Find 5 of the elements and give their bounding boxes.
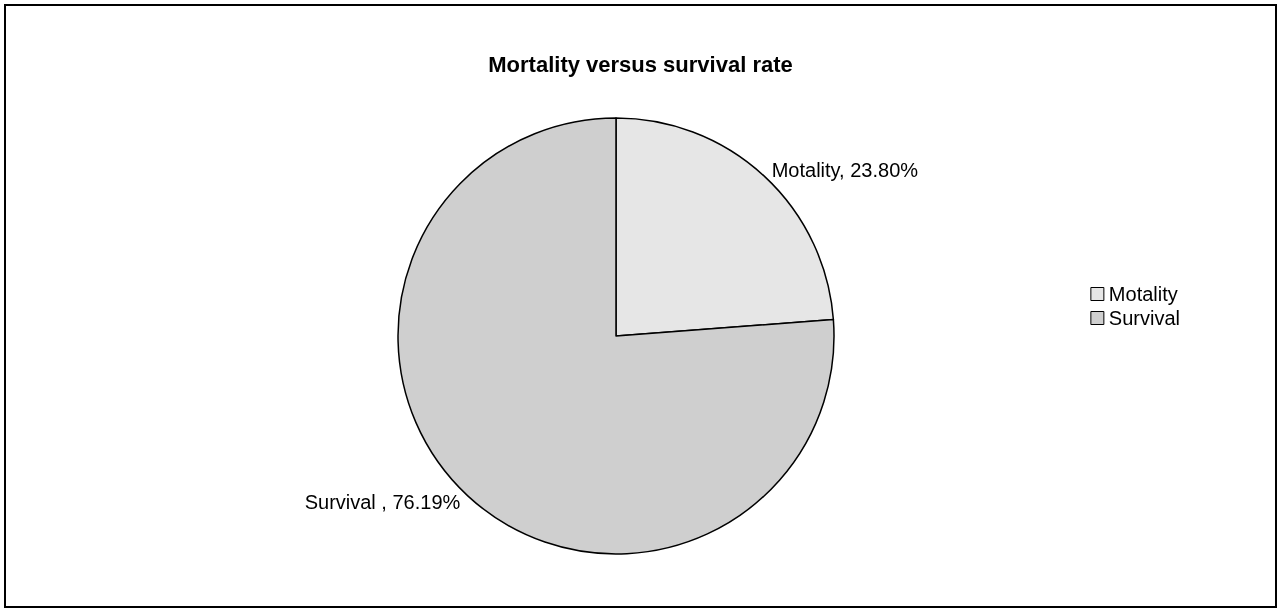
data-label: Motality, 23.80% [771, 159, 919, 182]
data-label: Survival , 76.19% [304, 490, 461, 513]
legend-label: Motality [1108, 283, 1178, 305]
legend-label: Survival [1108, 307, 1181, 329]
chart-title: Mortality versus survival rate [488, 51, 793, 77]
